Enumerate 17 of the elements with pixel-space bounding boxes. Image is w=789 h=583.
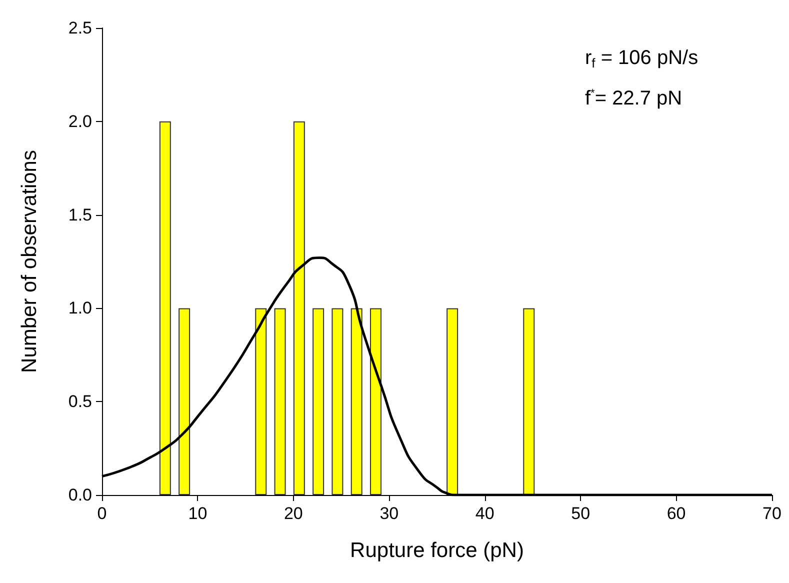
x-tick-label: 30	[380, 504, 399, 523]
y-tick-label: 0.5	[68, 392, 92, 412]
annotation: f*= 22.7 pN	[585, 88, 682, 110]
y-tick-label: 0.0	[68, 486, 92, 504]
y-tick-label: 2.5	[68, 18, 92, 38]
x-tick-label: 20	[284, 504, 303, 523]
y-tick-label: 1.5	[68, 205, 92, 224]
y-axis-title: Number of observations	[18, 150, 41, 373]
x-axis-title: Rupture force (pN)	[350, 539, 524, 562]
x-tick-label: 70	[762, 504, 782, 523]
y-tick-label: 1.0	[68, 298, 92, 318]
x-tick-label: 50	[571, 504, 590, 523]
x-tick-label: 10	[188, 504, 208, 523]
x-tick-label: 40	[475, 504, 494, 523]
x-tick-label: 60	[666, 504, 686, 523]
y-tick-label: 2.0	[68, 112, 92, 131]
x-tick-label: 0	[97, 504, 107, 523]
